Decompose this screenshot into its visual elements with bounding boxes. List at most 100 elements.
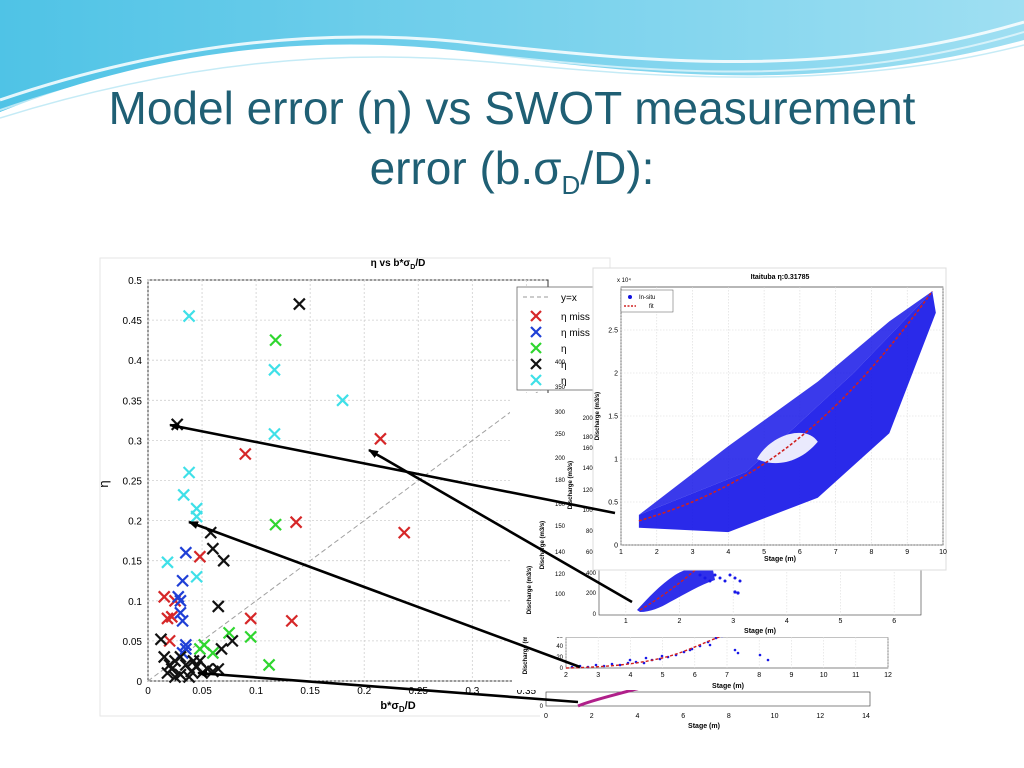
- in4-x-tick-1: 2: [590, 713, 594, 720]
- inset2-fit: [639, 565, 701, 611]
- title-part-sub: D: [561, 170, 581, 201]
- legend-entry-5: η: [561, 376, 567, 387]
- x-mark-stroke-b: [157, 650, 171, 664]
- in2-y-tick-8: 1600: [583, 446, 597, 452]
- x-mark-stroke-b: [374, 432, 387, 446]
- y-tick-2: 0.1: [128, 597, 142, 608]
- point-s0-6: [239, 447, 252, 461]
- x-mark-stroke-b: [204, 526, 217, 539]
- y-tick-9: 0.45: [123, 316, 143, 327]
- y-tick-10: 0.5: [128, 276, 142, 287]
- point-s4-0: [182, 309, 196, 323]
- in1-x-tick-9: 10: [939, 549, 947, 556]
- in2-y-tick-5: 1000: [583, 508, 597, 514]
- in1-x-tick-2: 3: [691, 549, 695, 556]
- in2-point-1: [703, 576, 707, 580]
- in1-y-tick-0: 0: [614, 543, 618, 550]
- in2-x-tick-2: 3: [731, 618, 735, 625]
- point-s0-5: [193, 550, 207, 563]
- in2-y-tick-10: 2000: [583, 416, 597, 422]
- y-tick-3: 0.15: [123, 557, 143, 568]
- inset4-ticks: 0 2 4 6 8 10 12 14 0: [540, 704, 870, 720]
- in4-x-tick-0: 0: [544, 713, 548, 720]
- main-chart-title: η vs b*σD/D: [371, 258, 426, 271]
- in3-point-25: [733, 648, 737, 652]
- in2-x-tick-3: 4: [785, 618, 789, 625]
- x-mark-stroke-b: [530, 374, 542, 386]
- inset1-y-multiplier: x 10⁴: [617, 277, 631, 284]
- in2-y-tick-0: 0: [593, 612, 597, 618]
- in2-extra-tick-6: 160: [555, 502, 566, 508]
- inset1-legend: In-situ fit: [620, 289, 674, 313]
- x-mark-stroke-b: [165, 610, 179, 624]
- point-s3-6: [226, 634, 239, 648]
- legend-entry-3: η: [561, 344, 567, 355]
- inset2-xlabel: Stage (m): [744, 628, 776, 635]
- inset1-title: Itaituba η:0.31785: [751, 274, 810, 281]
- in2-point-7: [733, 576, 737, 580]
- in3-y-tick-1: 20: [556, 655, 563, 661]
- x-mark-stroke-b: [226, 634, 239, 648]
- x-mark-stroke-b: [269, 518, 282, 531]
- in2-extra-tick-8: 140: [555, 550, 566, 556]
- x-mark-stroke-b: [222, 626, 236, 640]
- title-part-post: /D):: [580, 142, 655, 194]
- point-s0-0: [157, 590, 171, 604]
- x-tick-7: 0.35: [517, 686, 537, 697]
- legend-marks: [530, 310, 542, 386]
- inset-chart-4: 0 2 4 6 8 10 12 14 0 Stage (m): [540, 686, 880, 732]
- x-mark-stroke-b: [179, 638, 193, 652]
- legend-mark-2: [530, 342, 542, 354]
- reference-line: [147, 383, 549, 682]
- point-s4-9: [190, 570, 203, 584]
- x-tick-1: 0.05: [192, 686, 212, 697]
- arrow-3: [188, 520, 581, 669]
- in1-y-tick-1: 0.5: [608, 500, 618, 507]
- x-mark-stroke-b: [174, 594, 187, 608]
- legend-mark-4: [530, 374, 542, 386]
- inset3-xlabel: Stage (m): [712, 683, 744, 690]
- x-mark-stroke-b: [190, 510, 203, 523]
- point-s0-8: [285, 614, 299, 628]
- in2-point-0: [698, 573, 702, 577]
- x-mark-stroke-b: [244, 612, 257, 625]
- in3-x-tick-5: 7: [725, 672, 729, 679]
- legend-box: [516, 286, 603, 391]
- point-s3-12: [161, 666, 174, 680]
- x-mark-stroke-b: [206, 542, 220, 555]
- x-mark-stroke-b: [269, 333, 282, 347]
- point-s0-11: [397, 526, 411, 539]
- header-wave-decoration: [0, 0, 1024, 119]
- x-mark-stroke-b: [211, 662, 225, 676]
- x-mark-stroke-b: [177, 488, 190, 502]
- inset1-ticks: 1 2 3 4 5 6 7 8 9 10 0 0.5 1 1.5 2 2.5: [608, 328, 947, 557]
- in4-x-tick-4: 8: [727, 713, 731, 720]
- in1-y-tick-3: 1.5: [608, 414, 618, 421]
- legend-mark-0: [530, 310, 542, 322]
- reference-line-y-equals-x: [147, 383, 549, 682]
- x-mark-stroke-b: [530, 342, 542, 354]
- in2-x-tick-0: 1: [624, 618, 628, 625]
- in1-x-tick-1: 2: [655, 549, 659, 556]
- legend-mark-1: [530, 326, 542, 338]
- legend-entry-1: η miss: [561, 312, 590, 323]
- x-tick-4: 0.2: [357, 686, 371, 697]
- inset3-fit: [565, 635, 723, 669]
- in4-x-tick-5: 10: [771, 713, 779, 720]
- in1-x-tick-5: 6: [798, 549, 802, 556]
- point-s1-4: [176, 614, 189, 628]
- inset4-xlabel: Stage (m): [688, 723, 720, 730]
- y-tick-4: 0.2: [128, 517, 142, 528]
- in2-point-3: [713, 573, 717, 577]
- point-s3-5: [211, 600, 225, 613]
- point-s1-1: [176, 574, 189, 588]
- point-s0-2: [165, 610, 179, 624]
- x-mark-stroke-b: [268, 363, 281, 377]
- in3-x-tick-7: 9: [789, 672, 793, 679]
- in3-point-27: [758, 653, 762, 657]
- in2-x-tick-4: 5: [839, 618, 843, 625]
- point-s2-5: [193, 642, 207, 656]
- in2-y-tick-7: 1400: [583, 466, 597, 472]
- inset-chart-1: 1 2 3 4 5 6 7 8 9 10 0 0.5 1 1.5 2 2.5 Itaituba η:0.317…: [592, 267, 947, 571]
- y-tick-0: 0: [136, 677, 142, 688]
